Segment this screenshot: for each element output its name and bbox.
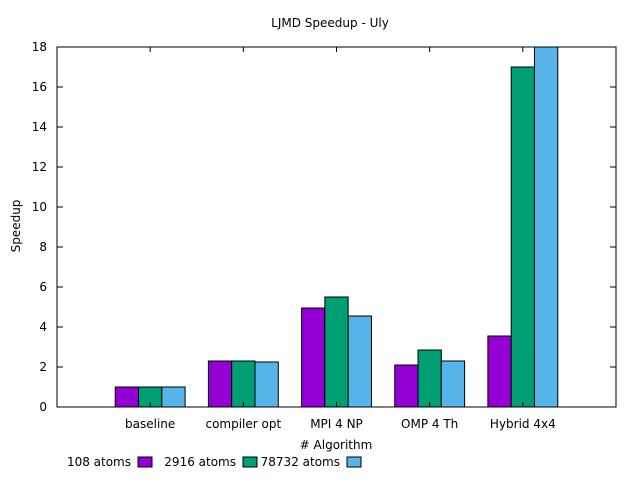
x-tick-label: baseline [125,417,175,431]
bar [254,361,279,408]
bars-layer [114,46,559,408]
bar [161,386,186,408]
legend-label: 78732 atoms [261,455,340,469]
chart-title: LJMD Speedup - Uly [271,16,389,30]
y-tick-label: 10 [32,200,47,214]
x-tick-label: MPI 4 NP [310,417,363,431]
y-tick-label: 16 [32,80,47,94]
bar [347,315,372,408]
bar [417,349,442,408]
legend-label: 108 atoms [67,455,131,469]
x-tick-label: OMP 4 Th [401,417,458,431]
legend-swatch [346,456,362,468]
x-tick-label: Hybrid 4x4 [490,417,556,431]
y-tick-label: 0 [39,400,47,414]
legend-swatch [242,456,258,468]
y-tick-label: 6 [39,280,47,294]
plot-frame [56,46,617,408]
bar [114,386,140,408]
x-axis-label: # Algorithm [300,438,373,452]
legend-label: 2916 atoms [164,455,236,469]
y-tick-label: 2 [39,360,47,374]
y-axis-label: Speedup [9,200,23,253]
bar [510,66,535,408]
legend-swatch [137,456,153,468]
y-tick-label: 12 [32,160,47,174]
bar [301,307,326,408]
bar [324,296,349,408]
bar [440,360,466,408]
bar [533,46,559,408]
bar [487,335,512,408]
x-tick-label: compiler opt [205,417,281,431]
y-tick-label: 4 [39,320,47,334]
y-tick-label: 18 [32,40,47,54]
legend: 108 atoms 2916 atoms 78732 atoms [67,455,362,469]
y-tick-label: 8 [39,240,47,254]
y-tick-label: 14 [32,120,47,134]
bar [231,360,256,408]
axes-layer: baseline compiler opt MPI 4 NP OMP 4 Th Hybr… [32,40,617,431]
bar [394,364,419,408]
bar [207,360,233,408]
